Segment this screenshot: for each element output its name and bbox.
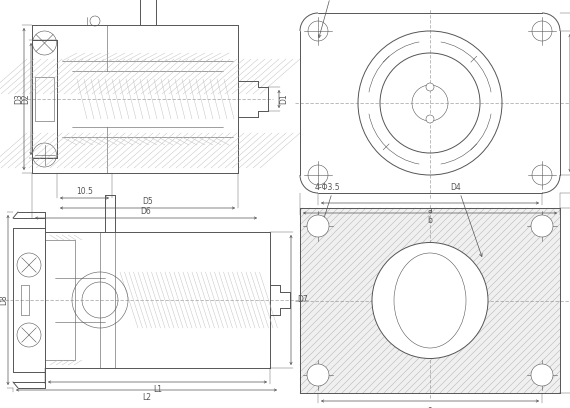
Text: b: b	[428, 216, 433, 225]
Circle shape	[531, 364, 553, 386]
Circle shape	[307, 215, 329, 237]
Ellipse shape	[394, 253, 466, 348]
Text: a: a	[428, 405, 433, 408]
Text: D1: D1	[279, 94, 288, 104]
Text: D8: D8	[0, 295, 9, 305]
Text: D6: D6	[141, 207, 152, 216]
Text: L2: L2	[142, 393, 151, 402]
Circle shape	[531, 215, 553, 237]
Text: D5: D5	[142, 197, 153, 206]
Circle shape	[426, 83, 434, 91]
Text: 10.5: 10.5	[76, 187, 93, 196]
Circle shape	[307, 364, 329, 386]
Text: D2: D2	[22, 94, 31, 104]
Circle shape	[426, 115, 434, 123]
Bar	[300, 208, 560, 393]
Text: a: a	[428, 206, 433, 215]
Text: L1: L1	[153, 385, 162, 394]
Text: 4-Φ3.5: 4-Φ3.5	[315, 183, 341, 192]
Circle shape	[372, 242, 488, 359]
Text: D4: D4	[450, 183, 461, 192]
Text: D3: D3	[14, 93, 23, 104]
Text: D7: D7	[297, 295, 308, 304]
